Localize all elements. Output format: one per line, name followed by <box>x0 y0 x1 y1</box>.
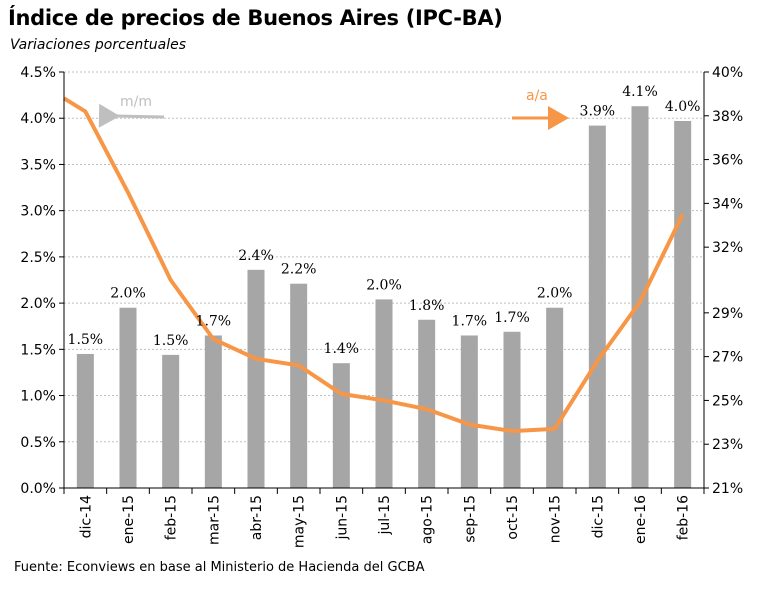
y-left-tick-label: 4.0% <box>20 111 56 127</box>
bar-data-label: 3.9% <box>580 104 616 120</box>
y-right-tick-label: 25% <box>712 393 743 409</box>
bar <box>162 354 180 488</box>
y-left-tick-label: 2.0% <box>20 296 56 312</box>
bar-data-label: 1.8% <box>409 298 445 314</box>
bar <box>204 335 222 488</box>
y-right-tick-label: 34% <box>712 196 743 212</box>
bar <box>588 125 606 489</box>
x-tick-label: dic-14 <box>78 495 94 538</box>
source-note: Fuente: Econviews en base al Ministerio … <box>14 560 425 575</box>
y-right-tick-label: 38% <box>712 109 743 125</box>
bar-data-label: 1.5% <box>153 333 189 349</box>
bar-data-label: 4.1% <box>622 84 658 100</box>
y-left-tick-label: 1.0% <box>20 389 56 405</box>
bar <box>674 120 692 489</box>
bar <box>418 319 436 488</box>
x-tick-label: dic-15 <box>590 495 606 538</box>
y-left-tick-label: 0.5% <box>20 435 56 451</box>
legend-aa-label: a/a <box>526 88 548 104</box>
x-tick-label: mar-15 <box>206 495 222 545</box>
bar-data-label: 2.4% <box>238 248 274 264</box>
line-aa <box>62 96 685 434</box>
x-tick-label: ene-16 <box>633 495 649 544</box>
y-right-tick-label: 40% <box>712 65 743 81</box>
bar <box>332 363 350 488</box>
axes: 0.0% 0.5% 1.0% 1.5% 2.0% 2.5% 3.0% 3.5% 4.0% 4.5%… <box>20 65 743 548</box>
y-left-tick-label: 1.5% <box>20 342 56 358</box>
y-right-tick-label: 27% <box>712 350 743 366</box>
line-series-aa <box>62 96 685 434</box>
chart-title: Índice de precios de Buenos Aires (IPC-B… <box>8 6 503 30</box>
bar-data-label: 2.0% <box>110 286 146 302</box>
legend-aa: a/a <box>512 88 569 130</box>
x-tick-label: ago-15 <box>420 495 436 544</box>
bar <box>460 335 478 488</box>
x-tick-label: sep-15 <box>462 495 478 543</box>
bar-series-mm <box>76 106 692 489</box>
bar-data-label: 2.0% <box>537 286 573 302</box>
y-right-tick-label: 36% <box>712 153 743 169</box>
bar <box>76 353 94 488</box>
bar-data-label: 1.7% <box>196 313 232 329</box>
x-tick-label: feb-15 <box>164 495 180 540</box>
data-labels: 1.5% 2.0% 1.5% 1.7% 2.4% 2.2% 1.4% 2.0% 1.8% 1.7%… <box>68 84 701 357</box>
bar <box>546 307 564 488</box>
legend-mm-label: m/m <box>120 94 152 110</box>
bar <box>247 269 265 488</box>
bar-data-label: 1.7% <box>452 313 488 329</box>
x-tick-label: abr-15 <box>249 495 265 540</box>
y-right-tick-label: 32% <box>712 240 743 256</box>
bar <box>119 307 137 488</box>
y-right-tick-label: 23% <box>712 437 743 453</box>
bar-data-label: 2.0% <box>366 277 402 293</box>
y-left-tick-label: 3.5% <box>20 157 56 173</box>
chart-subtitle: Variaciones porcentuales <box>10 37 186 53</box>
legend-mm-arrow <box>98 103 165 128</box>
x-tick-label: jul-15 <box>377 495 393 536</box>
y-right-tick-label: 21% <box>712 481 743 497</box>
x-tick-label: jun-15 <box>334 495 350 541</box>
y-left-tick-label: 3.0% <box>20 204 56 220</box>
bar <box>290 283 308 488</box>
x-tick-label: may-15 <box>292 495 308 548</box>
bar-data-label: 2.2% <box>281 262 317 278</box>
y-right-tick-label: 29% <box>712 306 743 322</box>
x-tick-label: feb-16 <box>676 495 692 540</box>
y-left-tick-label: 2.5% <box>20 250 56 266</box>
bar-data-label: 1.5% <box>68 332 104 348</box>
legend-mm: m/m <box>98 94 165 128</box>
bar-data-label: 4.0% <box>665 99 701 115</box>
bar-data-label: 1.4% <box>324 341 360 357</box>
bar <box>631 106 649 489</box>
y-left-tick-label: 4.5% <box>20 65 56 81</box>
y-left-tick-label: 0.0% <box>20 481 56 497</box>
x-tick-label: ene-15 <box>121 495 137 544</box>
bar-data-label: 1.7% <box>494 310 530 326</box>
x-tick-label: nov-15 <box>548 495 564 543</box>
x-tick-label: oct-15 <box>505 495 521 540</box>
bar <box>375 299 393 488</box>
bar <box>503 331 521 488</box>
